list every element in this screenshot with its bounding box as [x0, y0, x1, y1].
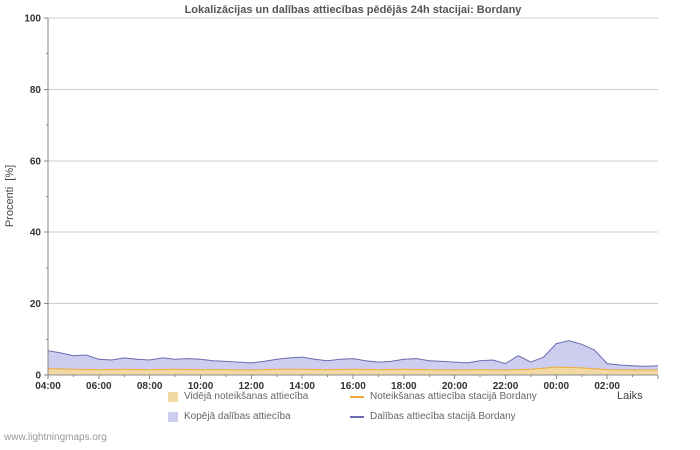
- legend-label: Kopējā dalības attiecība: [184, 411, 291, 422]
- series-line-detection-ratio-station: [47, 366, 658, 371]
- x-tick-label: 12:00: [239, 381, 265, 392]
- legend-line-icon: [350, 395, 364, 398]
- y-axis-title: Procenti [%]: [4, 164, 16, 228]
- series-area-total-participation-ratio: [48, 340, 658, 375]
- x-tick-label: 20:00: [442, 381, 468, 392]
- legend-label: Vidējā noteikšanas attiecība: [184, 391, 309, 402]
- x-tick-label: 18:00: [391, 381, 417, 392]
- legend: Vidējā noteikšanas attiecība Noteikšanas …: [168, 391, 537, 422]
- watermark: www.lightningmaps.org: [4, 432, 107, 443]
- legend-label: Dalības attiecība stacijā Bordany: [370, 411, 516, 422]
- series-line-participation-ratio-station: [47, 340, 659, 367]
- legend-item-participation-ratio-station: Dalības attiecība stacijā Bordany: [350, 411, 537, 422]
- legend-item-avg-detection-ratio: Vidējā noteikšanas attiecība: [168, 391, 350, 402]
- x-tick-label: 16:00: [340, 381, 366, 392]
- x-axis-title: Laiks: [617, 390, 643, 402]
- legend-swatch-icon: [168, 411, 178, 422]
- series-area-avg-detection-ratio: [48, 367, 658, 375]
- x-tick-label: 06:00: [86, 381, 112, 392]
- y-tick-label: 0: [35, 371, 41, 382]
- legend-item-total-participation-ratio: Kopējā dalības attiecība: [168, 411, 350, 422]
- y-tick-label: 80: [30, 85, 42, 96]
- x-tick-label: 02:00: [594, 381, 620, 392]
- legend-line-icon: [350, 415, 364, 418]
- x-tick-label: 10:00: [188, 381, 214, 392]
- x-tick-label: 08:00: [137, 381, 163, 392]
- legend-item-detection-ratio-station: Noteikšanas attiecība stacijā Bordany: [350, 391, 537, 402]
- y-tick-label: 20: [30, 299, 42, 310]
- legend-swatch-icon: [168, 391, 178, 402]
- x-tick-label: 14:00: [289, 381, 315, 392]
- y-tick-label: 100: [24, 14, 41, 25]
- x-tick-label: 00:00: [544, 381, 570, 392]
- x-tick-label: 04:00: [35, 381, 61, 392]
- y-tick-label: 40: [30, 228, 42, 239]
- y-tick-label: 60: [30, 156, 42, 167]
- chart-title: Lokalizācijas un dalības attiecības pēdē…: [184, 4, 522, 16]
- x-tick-label: 22:00: [493, 381, 519, 392]
- legend-label: Noteikšanas attiecība stacijā Bordany: [370, 391, 537, 402]
